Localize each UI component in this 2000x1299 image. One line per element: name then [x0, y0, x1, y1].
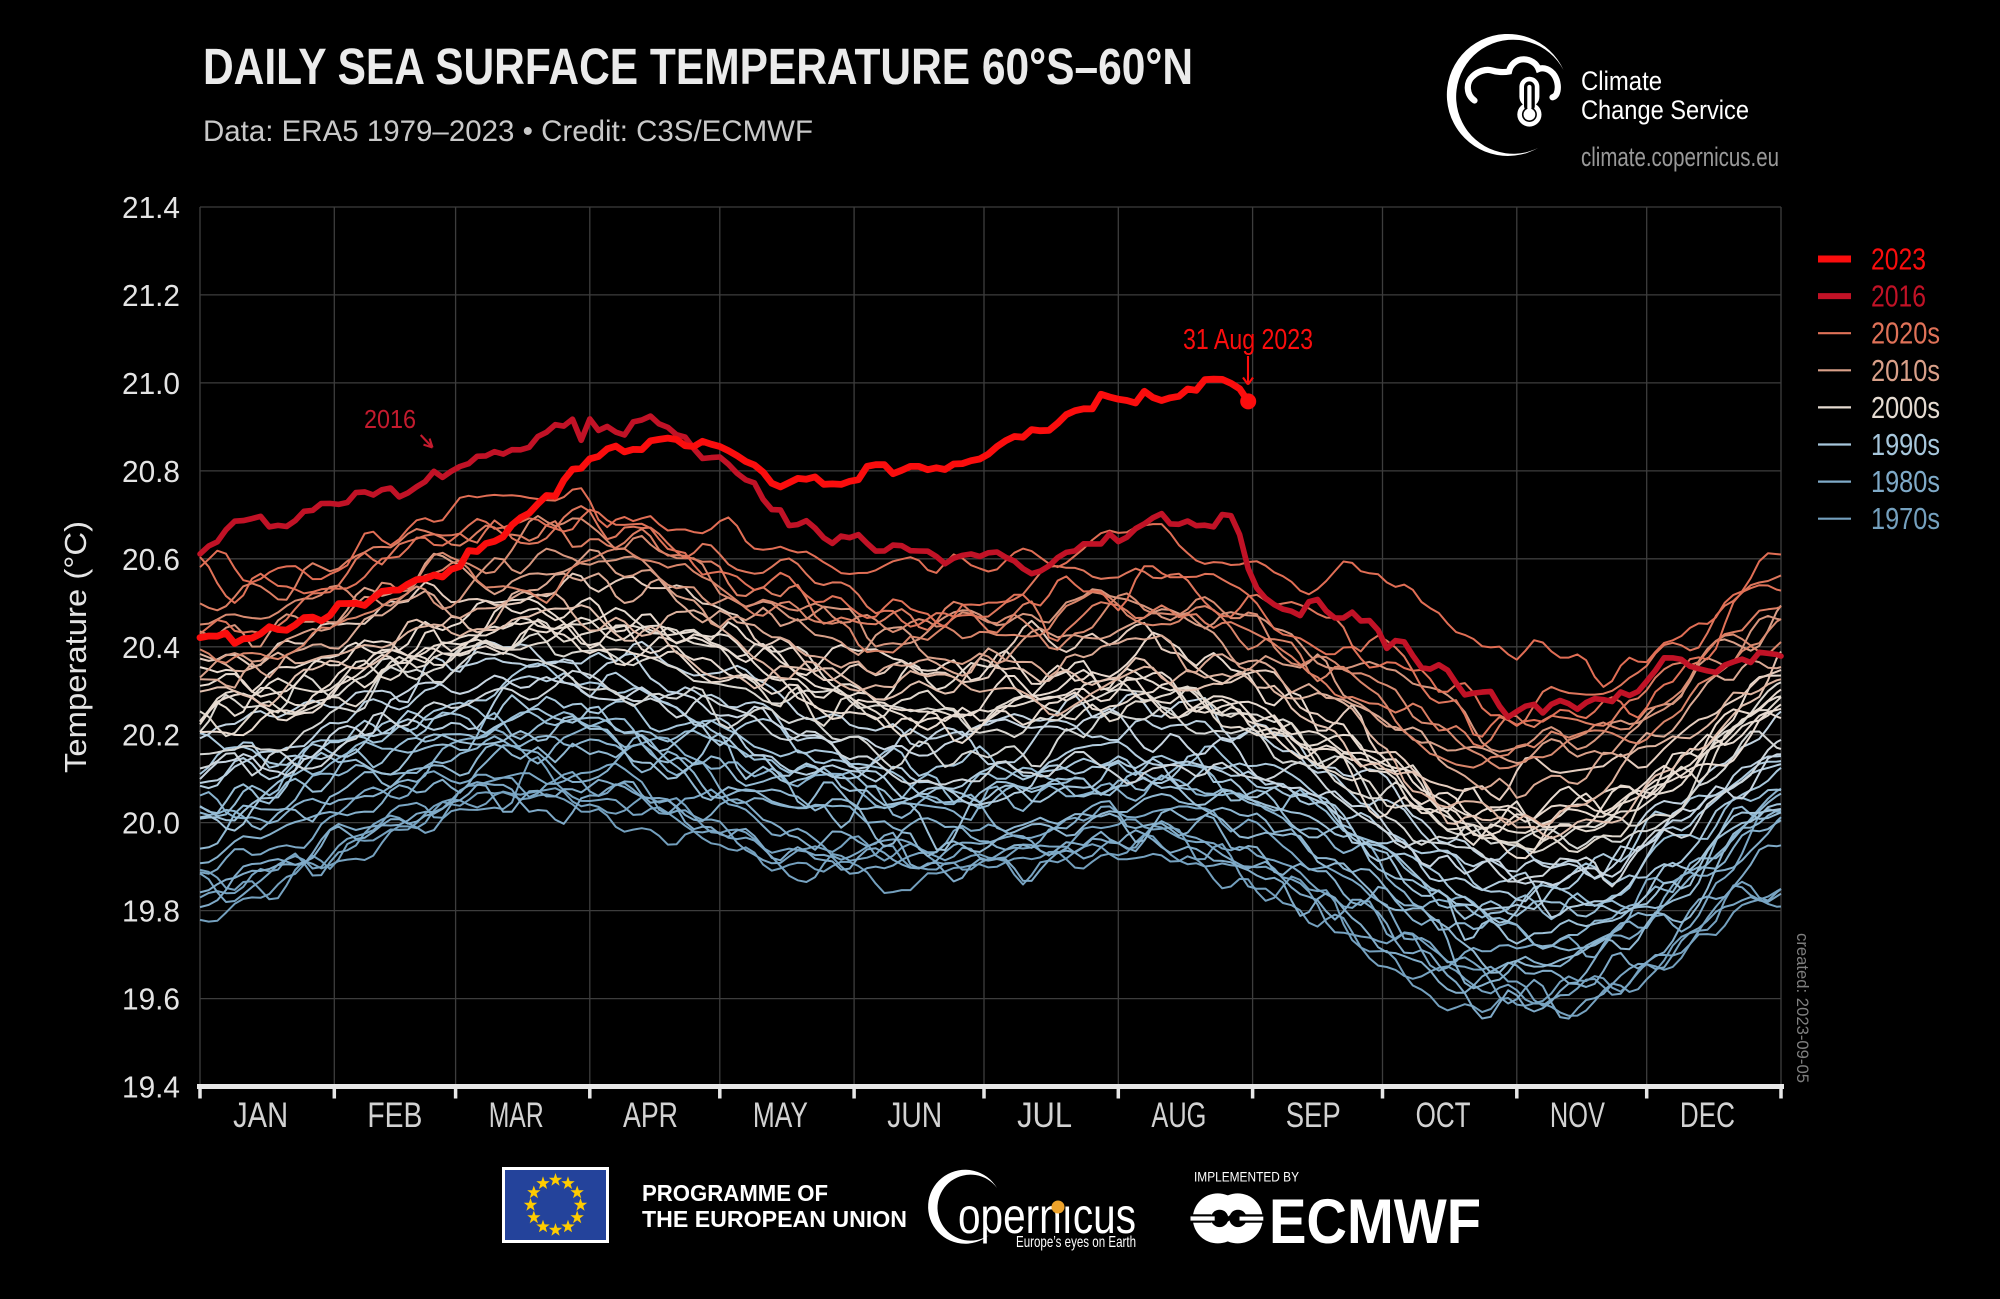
svg-text:2016: 2016 [1871, 280, 1926, 314]
svg-text:1970s: 1970s [1871, 502, 1940, 536]
svg-text:Climate: Climate [1581, 66, 1662, 96]
svg-text:PROGRAMME OF: PROGRAMME OF [642, 1180, 828, 1206]
svg-text:21.2: 21.2 [122, 278, 180, 313]
svg-text:DAILY SEA SURFACE TEMPERATURE: DAILY SEA SURFACE TEMPERATURE 60°S–60°N [203, 38, 1193, 95]
svg-text:2000s: 2000s [1871, 391, 1940, 425]
svg-text:1990s: 1990s [1871, 428, 1940, 462]
svg-text:climate.copernicus.eu: climate.copernicus.eu [1581, 142, 1779, 172]
svg-text:IMPLEMENTED BY: IMPLEMENTED BY [1194, 1170, 1299, 1185]
svg-text:21.4: 21.4 [122, 190, 180, 225]
svg-text:APR: APR [623, 1096, 678, 1135]
svg-text:created: 2023-09-05: created: 2023-09-05 [1793, 933, 1812, 1083]
svg-text:Temperature (°C): Temperature (°C) [58, 521, 93, 773]
svg-text:2023: 2023 [1871, 243, 1926, 277]
svg-text:Europe’s eyes on Earth: Europe’s eyes on Earth [1016, 1234, 1136, 1251]
svg-text:MAY: MAY [753, 1096, 808, 1135]
svg-text:Data: ERA5 1979–2023 • Credi: Data: ERA5 1979–2023 • Credit: C3S/ECMWF [203, 115, 813, 148]
svg-text:20.2: 20.2 [122, 718, 180, 753]
svg-text:ECMWF: ECMWF [1269, 1187, 1481, 1257]
svg-text:opernıcus: opernıcus [958, 1188, 1136, 1244]
svg-text:2016: 2016 [364, 404, 416, 434]
svg-text:NOV: NOV [1550, 1096, 1605, 1135]
svg-text:SEP: SEP [1286, 1096, 1341, 1135]
svg-text:MAR: MAR [489, 1096, 544, 1135]
svg-text:20.0: 20.0 [122, 806, 180, 841]
svg-text:AUG: AUG [1151, 1096, 1206, 1135]
svg-text:FEB: FEB [367, 1096, 422, 1135]
svg-text:20.4: 20.4 [122, 630, 180, 665]
svg-text:Change Service: Change Service [1581, 95, 1749, 125]
svg-text:21.0: 21.0 [122, 366, 180, 401]
svg-text:JAN: JAN [233, 1096, 288, 1135]
svg-text:19.4: 19.4 [122, 1070, 180, 1105]
svg-text:20.6: 20.6 [122, 542, 180, 577]
svg-text:2020s: 2020s [1871, 317, 1940, 351]
svg-text:31 Aug 2023: 31 Aug 2023 [1183, 324, 1313, 356]
svg-text:JUN: JUN [887, 1096, 942, 1135]
svg-text:19.6: 19.6 [122, 982, 180, 1017]
svg-text:1980s: 1980s [1871, 465, 1940, 499]
svg-text:19.8: 19.8 [122, 894, 180, 929]
svg-text:OCT: OCT [1416, 1096, 1471, 1135]
svg-text:DEC: DEC [1680, 1096, 1735, 1135]
svg-text:20.8: 20.8 [122, 454, 180, 489]
svg-text:THE EUROPEAN UNION: THE EUROPEAN UNION [642, 1206, 907, 1232]
svg-text:2010s: 2010s [1871, 354, 1940, 388]
svg-text:JUL: JUL [1017, 1096, 1072, 1135]
